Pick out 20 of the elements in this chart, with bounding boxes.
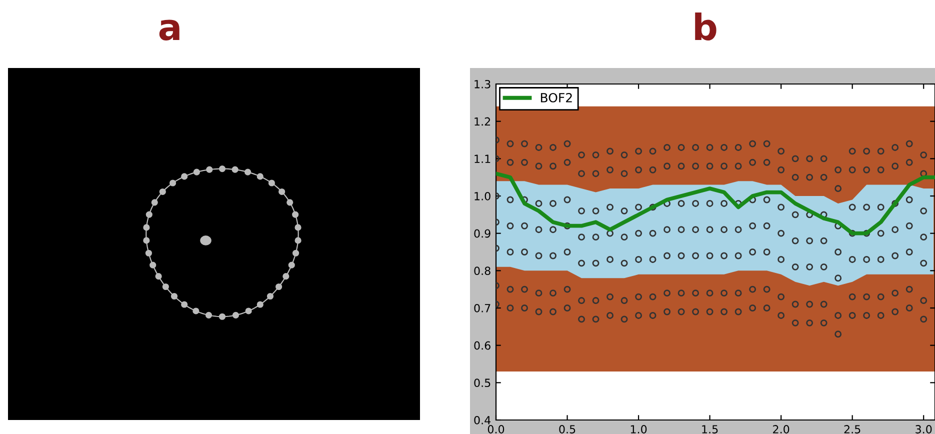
y-tick-label: 0.9 — [474, 229, 490, 238]
y-tick-label: 0.6 — [474, 341, 490, 350]
x-tick-label: 0.0 — [488, 425, 504, 434]
x-tick-label: 1.0 — [630, 425, 647, 434]
x-tick-label: 0.5 — [559, 425, 576, 434]
x-tick-label: 3.0 — [916, 425, 932, 434]
y-tick-label: 1.0 — [474, 192, 490, 200]
y-tick-label: 0.5 — [474, 378, 490, 388]
y-tick-label: 1.1 — [474, 154, 490, 163]
y-tick-label: 0.4 — [474, 416, 491, 424]
x-tick-label: 2.0 — [773, 425, 790, 434]
x-tick-label: 2.5 — [844, 425, 860, 434]
text: a — [159, 20, 180, 40]
legend-label: BOF2 — [540, 92, 572, 102]
y-tick-label: 0.7 — [474, 304, 490, 312]
y-tick-label: 1.2 — [474, 117, 490, 126]
y-tick-label: 0.8 — [474, 266, 490, 276]
y-tick-label: 1.3 — [474, 80, 490, 88]
x-tick-label: 1.5 — [702, 425, 718, 434]
chart-title: b — [695, 12, 716, 40]
